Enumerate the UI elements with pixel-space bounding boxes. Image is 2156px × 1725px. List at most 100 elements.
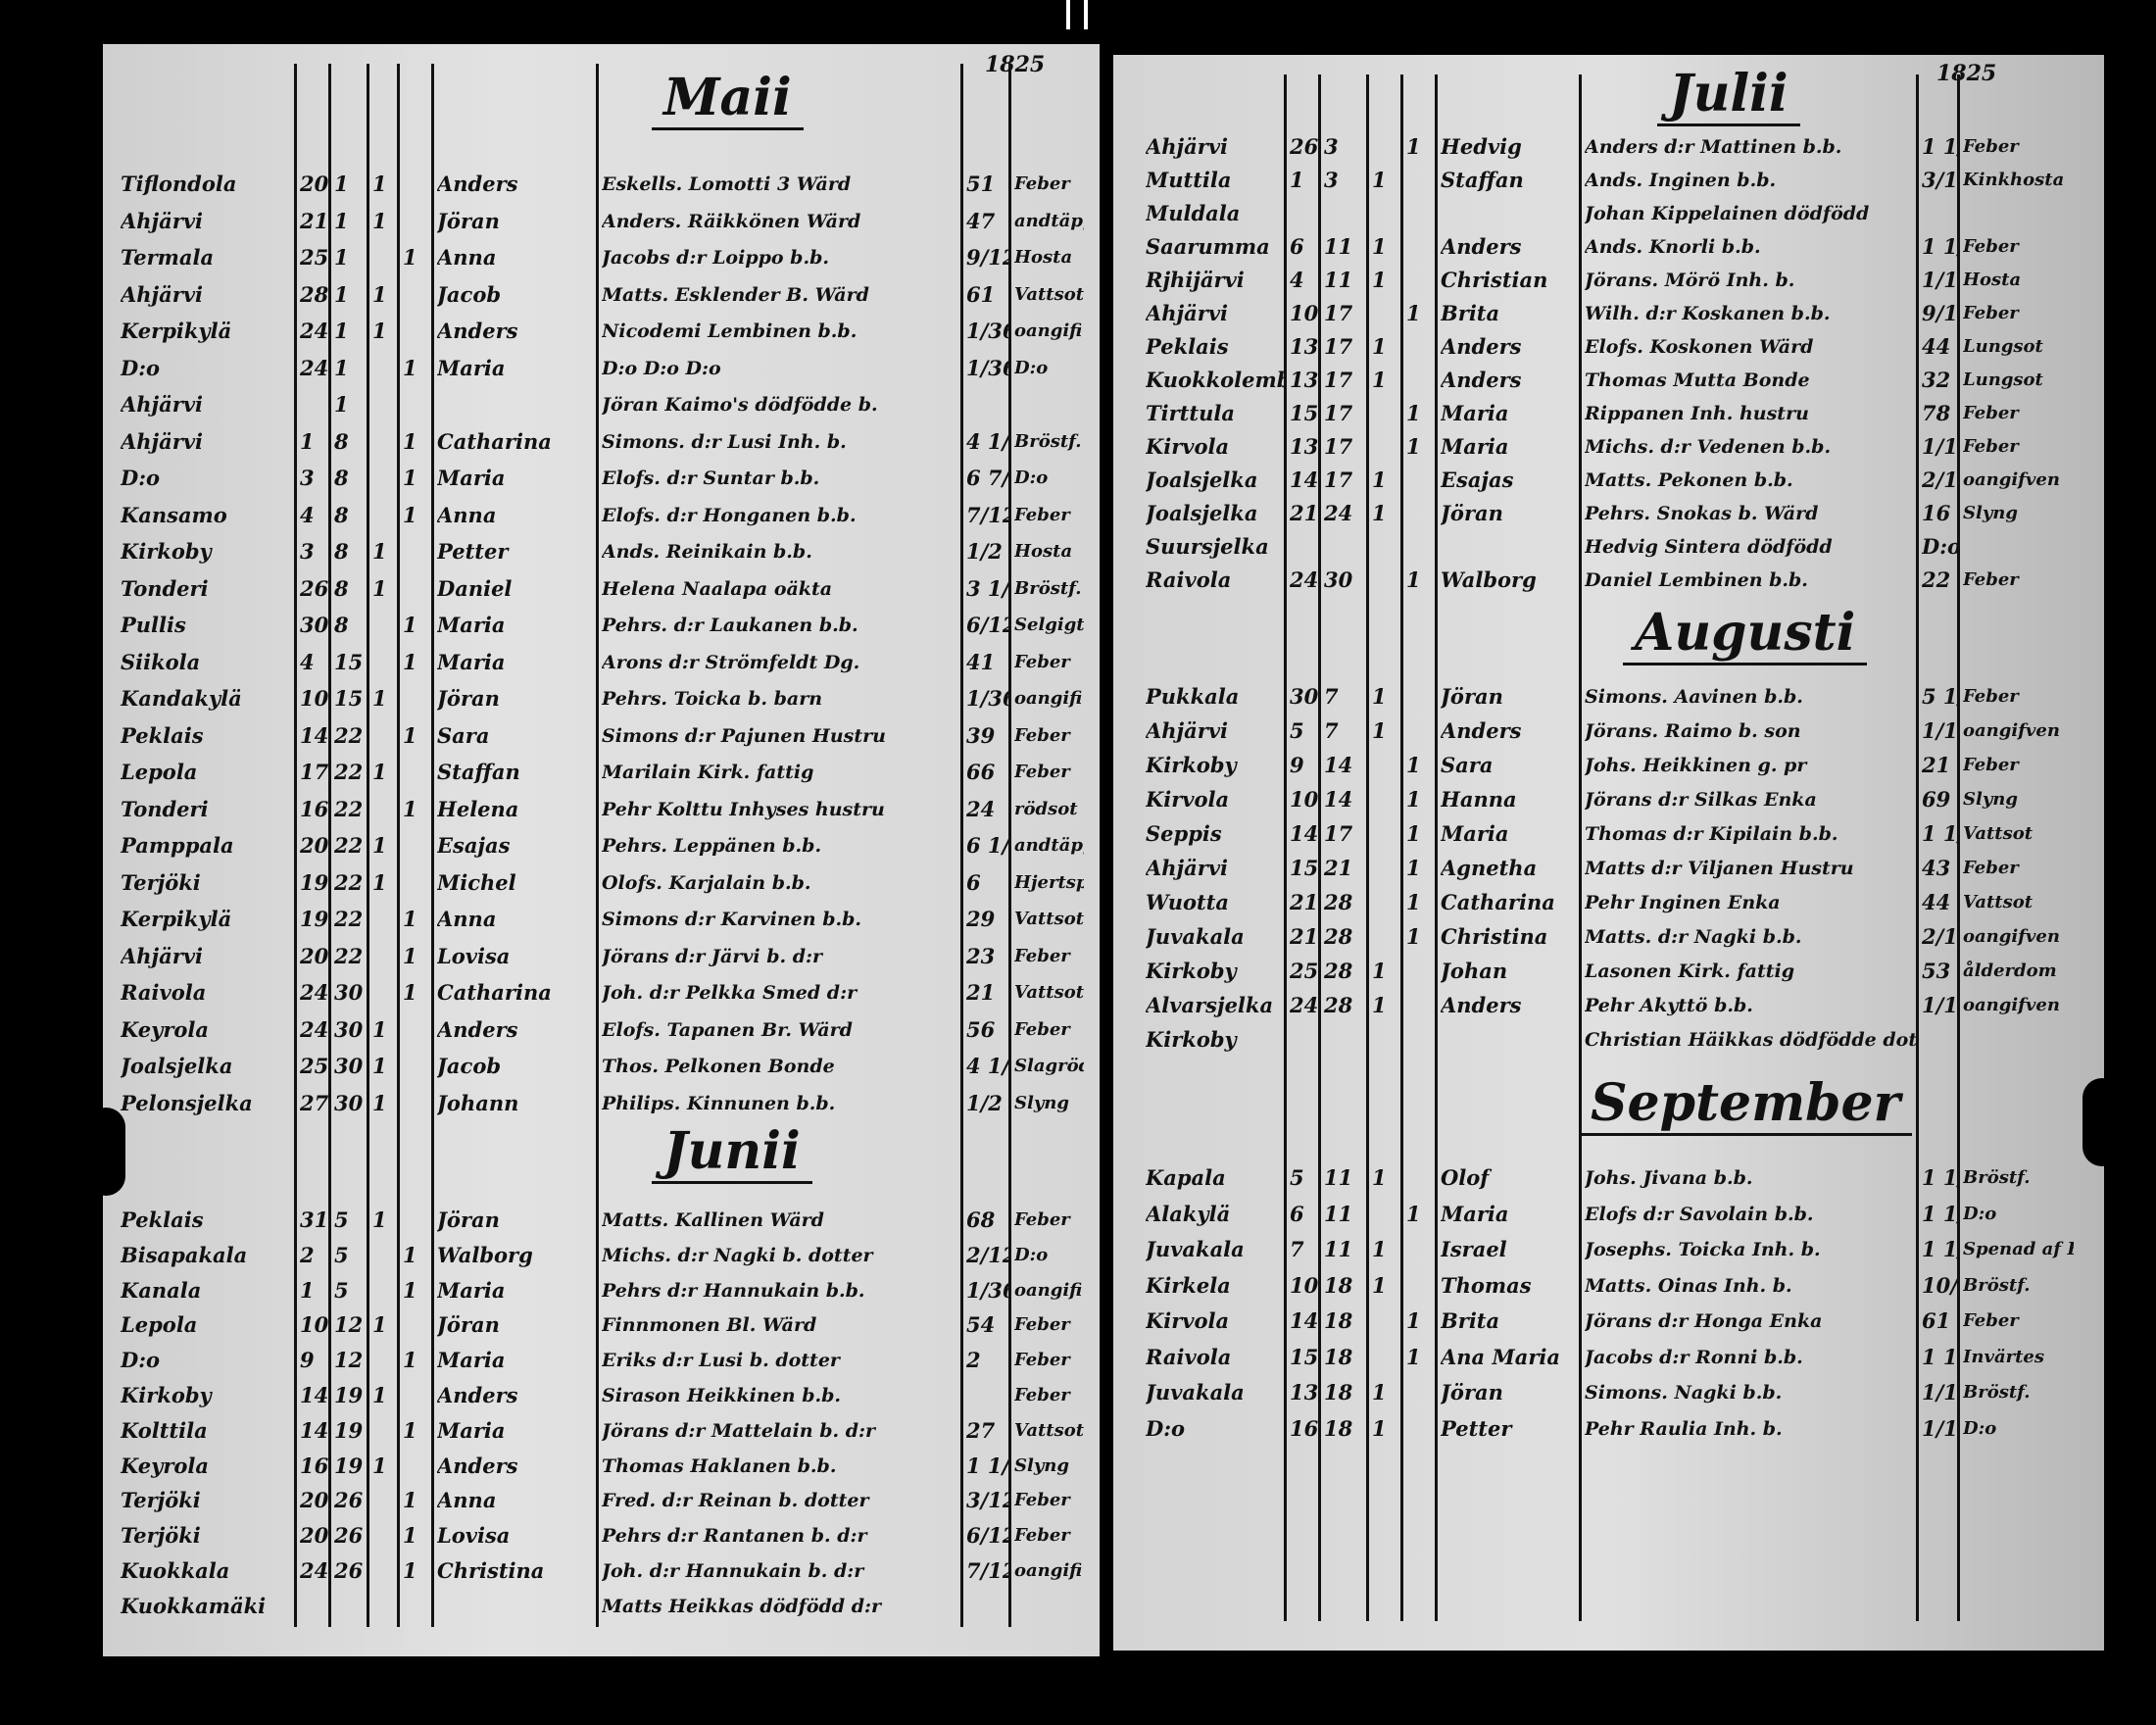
entry-burial-day: 12 <box>334 1348 364 1373</box>
entry-parents: Eskells. Lomotti 3 Wärd <box>602 173 852 195</box>
entry-burial-day: 14 <box>1324 753 1353 777</box>
entry-cause: Feber <box>1963 436 2019 457</box>
entry-parents: Jacobs d:r Ronni b.b. <box>1585 1346 1803 1368</box>
entry-name: Daniel <box>437 575 513 601</box>
entry-name: Maria <box>437 355 506 380</box>
entry-female: 1 <box>403 1242 417 1267</box>
page-notch <box>86 1108 125 1196</box>
entry-birth-day: 24 <box>300 1558 328 1583</box>
entry-parents: Simons d:r Karvinen b.b. <box>602 909 861 930</box>
entry-name: Olof <box>1441 1165 1490 1190</box>
entry-birth-day: 14 <box>1290 821 1318 846</box>
entry-burial-day: 22 <box>334 796 364 821</box>
entry-name: Anna <box>437 1488 497 1513</box>
register-entry: Keyrola 24 30 1 Anders Elofs. Tapanen Br. Wär… <box>103 1013 1100 1047</box>
entry-name: Sara <box>1441 753 1494 777</box>
entry-burial-day: 17 <box>1324 368 1353 392</box>
entry-name: Anders <box>1441 234 1522 259</box>
entry-place: Pullis <box>121 613 186 637</box>
entry-birth-day: 3 <box>300 466 315 490</box>
entry-cause: Hosta <box>1014 541 1073 562</box>
entry-burial-day: 26 <box>334 1488 364 1513</box>
entry-birth-day: 6 <box>1290 1201 1304 1226</box>
entry-female: 1 <box>403 649 417 674</box>
entry-cause: D:o <box>1014 357 1049 378</box>
entry-parents: Johs. Jivana b.b. <box>1585 1167 1753 1189</box>
entry-place: Kansamo <box>121 502 227 527</box>
year-label: 1825 <box>985 52 1046 77</box>
entry-age: 69 <box>1922 787 1951 812</box>
entry-parents: Matts. d:r Nagki b.b. <box>1585 926 1802 948</box>
entry-female: 1 <box>403 355 417 380</box>
left-page: 1825 Maii Tiflondola 20 1 1 Anders Eskells. Lo… <box>103 44 1100 1656</box>
entry-place: Peklais <box>1146 334 1229 359</box>
entry-birth-day: 16 <box>300 1453 328 1478</box>
entry-birth-day: 4 <box>300 649 315 674</box>
entry-burial-day: 8 <box>334 466 349 490</box>
register-entry: Wuotta 21 28 1 Catharina Pehr Inginen Enka 44 V… <box>1113 886 2104 919</box>
entry-burial-day: 11 <box>1324 1237 1353 1261</box>
entry-place: Terjöki <box>121 1488 201 1513</box>
entry-cause: Vattsot <box>1963 823 2034 844</box>
entry-age: 1/12 <box>1922 268 1957 292</box>
entry-name: Hedvig <box>1441 134 1522 159</box>
entry-name: Jacob <box>437 1054 502 1078</box>
entry-cause: oangifi <box>1014 320 1083 341</box>
entry-parents: Thomas d:r Kipilain b.b. <box>1585 823 1838 845</box>
entry-place: Kirvola <box>1146 434 1230 459</box>
entry-female: 1 <box>403 1558 417 1583</box>
entry-age: 6 <box>966 869 981 895</box>
entry-cause: Spenad af Bröst <box>1963 1239 2074 1259</box>
entry-age: 3/12 <box>966 1488 1008 1513</box>
entry-parents: Jöran Kaimo's dödfödde b. <box>602 394 878 416</box>
column-rule <box>1008 64 1011 1627</box>
entry-birth-day: 9 <box>1290 753 1304 777</box>
month-heading: Augusti <box>1623 604 1868 665</box>
entry-parents: Pehrs d:r Hannukain b.b. <box>602 1279 865 1302</box>
entry-name: Jöran <box>437 1312 500 1338</box>
entry-female: 1 <box>403 980 417 1005</box>
entry-age: 44 <box>1922 890 1951 914</box>
entry-name: Walborg <box>1441 567 1537 592</box>
entry-age: 5 1/2 <box>1922 684 1957 709</box>
entry-age: 9/12 <box>1922 301 1957 325</box>
entry-female: 1 <box>403 943 417 968</box>
entry-birth-day: 13 <box>1290 334 1318 359</box>
entry-cause: D:o <box>1014 468 1049 488</box>
entry-name: Petter <box>437 539 509 564</box>
entry-place: Peklais <box>121 722 204 748</box>
entry-parents: Matts. Pekonen b.b. <box>1585 469 1793 491</box>
entry-parents: Eriks d:r Lusi b. dotter <box>602 1350 840 1372</box>
entry-parents: Lasonen Kirk. fattig <box>1585 961 1795 982</box>
entry-burial-day: 7 <box>1324 684 1339 709</box>
entry-burial-day: 11 <box>1324 268 1353 292</box>
entry-cause: Feber <box>1014 1490 1070 1511</box>
entry-burial-day: 5 <box>334 1208 349 1232</box>
entry-female: 1 <box>403 1348 417 1373</box>
entry-parents: Matts. Oinas Inh. b. <box>1585 1274 1792 1297</box>
entry-name: Thomas <box>1441 1272 1532 1298</box>
entry-cause: Feber <box>1014 1209 1070 1230</box>
entry-birth-day: 30 <box>1290 684 1318 709</box>
entry-age: 1 10/12 <box>1922 1344 1957 1369</box>
entry-female: 1 <box>1406 434 1421 459</box>
entry-place: Kirkoby <box>121 539 212 564</box>
entry-birth-day: 7 <box>1290 1237 1304 1261</box>
register-entry: Ahjärvi 1 Jöran Kaimo's dödfödde b. <box>103 388 1100 421</box>
entry-cause: Feber <box>1014 1350 1070 1371</box>
entry-place: Muldala <box>1146 201 1241 225</box>
entry-birth-day: 27 <box>300 1090 328 1115</box>
entry-cause: Feber <box>1014 173 1070 194</box>
entry-burial-day: 1 <box>334 208 349 233</box>
entry-burial-day: 7 <box>1324 718 1339 743</box>
entry-name: Jöran <box>1441 684 1503 709</box>
month-heading: September <box>1579 1074 1912 1136</box>
entry-parents: Matts. Kallinen Wärd <box>602 1209 824 1231</box>
register-entry: Seppis 14 17 1 Maria Thomas d:r Kipilain b.b.… <box>1113 817 2104 851</box>
entry-parents: Josephs. Toicka Inh. b. <box>1585 1239 1821 1260</box>
entry-parents: Jörans. Raimo b. son <box>1585 720 1801 742</box>
entry-name: Anna <box>437 502 497 527</box>
entry-parents: Simons. Aavinen b.b. <box>1585 686 1803 708</box>
entry-birth-day: 15 <box>1290 856 1318 880</box>
entry-age: 21 <box>1922 753 1951 777</box>
